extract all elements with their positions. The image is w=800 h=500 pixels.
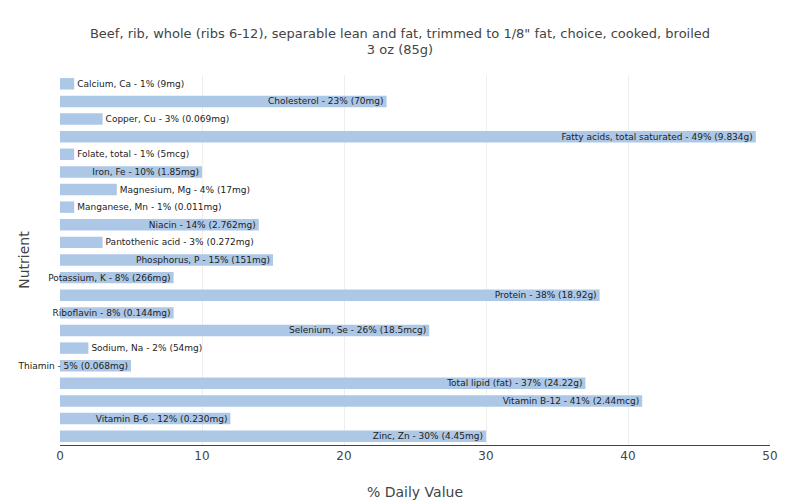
svg-text:0: 0 bbox=[56, 449, 64, 463]
svg-text:% Daily Value: % Daily Value bbox=[367, 484, 463, 500]
svg-text:20: 20 bbox=[336, 449, 351, 463]
svg-text:Zinc, Zn - 30% (4.45mg): Zinc, Zn - 30% (4.45mg) bbox=[373, 431, 483, 441]
svg-text:Manganese, Mn - 1% (0.011mg): Manganese, Mn - 1% (0.011mg) bbox=[77, 202, 221, 212]
svg-text:Calcium, Ca - 1% (9mg): Calcium, Ca - 1% (9mg) bbox=[77, 79, 184, 89]
svg-text:Total lipid (fat) - 37% (24.22: Total lipid (fat) - 37% (24.22g) bbox=[446, 378, 582, 388]
svg-text:Niacin - 14% (2.762mg): Niacin - 14% (2.762mg) bbox=[149, 220, 256, 230]
svg-text:Beef, rib, whole (ribs 6-12),: Beef, rib, whole (ribs 6-12), separable … bbox=[90, 26, 710, 58]
svg-text:Folate, total - 1% (5mcg): Folate, total - 1% (5mcg) bbox=[77, 149, 189, 159]
svg-text:Iron, Fe - 10% (1.85mg): Iron, Fe - 10% (1.85mg) bbox=[92, 167, 199, 177]
svg-text:10: 10 bbox=[194, 449, 209, 463]
svg-text:Fatty acids, total saturated -: Fatty acids, total saturated - 49% (9.83… bbox=[561, 132, 752, 142]
svg-text:Potassium, K - 8% (266mg): Potassium, K - 8% (266mg) bbox=[48, 273, 170, 283]
svg-text:Pantothenic acid - 3% (0.272mg: Pantothenic acid - 3% (0.272mg) bbox=[106, 237, 254, 247]
svg-text:Sodium, Na - 2% (54mg): Sodium, Na - 2% (54mg) bbox=[91, 343, 202, 353]
svg-text:Riboflavin - 8% (0.144mg): Riboflavin - 8% (0.144mg) bbox=[53, 308, 171, 318]
svg-text:Copper, Cu - 3% (0.069mg): Copper, Cu - 3% (0.069mg) bbox=[106, 114, 230, 124]
svg-text:Protein - 38% (18.92g): Protein - 38% (18.92g) bbox=[495, 290, 597, 300]
svg-text:30: 30 bbox=[478, 449, 493, 463]
svg-text:50: 50 bbox=[762, 449, 777, 463]
svg-text:Selenium, Se - 26% (18.5mcg): Selenium, Se - 26% (18.5mcg) bbox=[289, 325, 426, 335]
svg-text:Thiamin - 5% (0.068mg): Thiamin - 5% (0.068mg) bbox=[17, 361, 128, 371]
svg-text:Vitamin B-12 - 41% (2.44mcg): Vitamin B-12 - 41% (2.44mcg) bbox=[503, 396, 640, 406]
svg-text:Vitamin B-6 - 12% (0.230mg): Vitamin B-6 - 12% (0.230mg) bbox=[96, 414, 228, 424]
svg-text:Nutrient: Nutrient bbox=[16, 231, 32, 289]
svg-text:Phosphorus, P - 15% (151mg): Phosphorus, P - 15% (151mg) bbox=[136, 255, 270, 265]
svg-text:Magnesium, Mg - 4% (17mg): Magnesium, Mg - 4% (17mg) bbox=[120, 185, 250, 195]
svg-text:Cholesterol - 23% (70mg): Cholesterol - 23% (70mg) bbox=[268, 96, 384, 106]
svg-text:40: 40 bbox=[620, 449, 635, 463]
